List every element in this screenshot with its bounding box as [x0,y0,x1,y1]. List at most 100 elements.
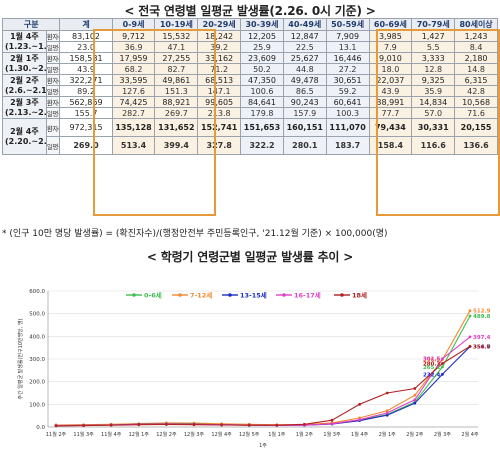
count-cell: 14,834 [411,96,456,108]
data-label: 356.0 [473,344,491,350]
series-line [55,346,471,427]
count-cell: 30,331 [411,118,456,137]
table-row-count: 2월 4주 (2.20.~2.26.)환자수972,315135,128131,… [2,118,498,155]
count-cell: 160,151 [282,118,327,137]
data-point [468,335,472,339]
rate-cell: 47.1 [154,41,199,53]
count-cell: 7,909 [325,30,370,42]
y-tick-label: 200.0 [29,380,45,386]
table-row-count: 1월 4주 (1.23.~1.29.)환자수83,1029,71215,5321… [2,30,498,53]
count-cell: 33,162 [197,52,242,64]
count-cell: 49,478 [282,74,327,86]
legend-label: 13-15세 [240,291,267,300]
count-cell: 15,532 [154,30,199,42]
data-point [220,423,224,427]
count-cell: 88,921 [154,96,199,108]
legend-marker [228,293,232,297]
count-cell: 3,333 [411,52,456,64]
period-cell: 1월 4주 (1.23.~1.29.) [2,30,47,53]
x-tick-label: 2월 4주 [461,431,479,438]
data-point [330,422,334,426]
header-cell: 80세이상 [454,18,498,31]
data-point [385,391,389,395]
y-tick-label: 100.0 [29,402,45,408]
header-cell: 20-29세 [197,18,242,31]
y-axis-label: 주간 일평균 발생률(인구10만명당, 명) [17,318,24,399]
table-row-count: 2월 3주 (2.13.~2.19.)환자수562,86974,42588,92… [2,96,498,119]
count-cell: 68,513 [197,74,242,86]
rate-cell: 25.9 [240,41,284,53]
data-point [468,314,472,318]
rate-cell: 280.1 [282,136,327,155]
count-cell: 10,568 [454,96,498,108]
rate-cell: 44.8 [282,63,327,75]
rate-cell: 269.7 [154,107,199,119]
rate-cell: 269.0 [59,136,113,155]
data-label: 232.4 [423,372,441,378]
data-label: 265.2 [423,365,441,371]
data-point [358,402,361,406]
x-tick-label: 2월 3주 [434,431,452,438]
count-cell: 30,651 [325,74,370,86]
count-cell: 9,712 [111,30,156,42]
count-cell: 562,869 [59,96,113,108]
rate-cell: 183.7 [325,136,370,155]
header-cell: 계 [59,18,113,31]
legend-marker [340,293,344,297]
rate-cell: 77.7 [368,107,413,119]
legend-label: 0-6세 [144,291,162,300]
data-point [109,423,113,427]
legend-label: 16-17세 [294,291,321,300]
count-cell: 135,128 [111,118,156,137]
rate-cell: 36.9 [111,41,156,53]
y-tick-label: 400.0 [29,334,45,340]
count-cell: 12,205 [240,30,284,42]
header-cell: 0-9세 [111,18,156,31]
rate-cell: 68.2 [111,63,156,75]
count-cell: 9,325 [411,74,456,86]
count-cell: 47,350 [240,74,284,86]
count-cell: 158,581 [59,52,113,64]
x-tick-label: 2월 1주 [379,431,397,438]
count-cell: 322,271 [59,74,113,86]
rate-cell: 71.2 [197,63,242,75]
data-point [303,422,306,426]
series-line [55,315,471,426]
data-point [413,398,417,402]
legend-marker [132,293,136,297]
data-label: 280.3 [423,361,441,367]
data-point [385,411,389,415]
rate-cell: 136.6 [454,136,498,155]
legend-marker [178,293,182,297]
rate-cell: 43.9 [59,63,113,75]
y-tick-label: 300.0 [29,357,45,363]
x-tick-label: 1월 1주 [268,431,286,438]
period-cell: 2월 3주 (2.13.~2.19.) [2,96,47,119]
series-line [55,345,471,427]
data-point [413,393,417,397]
rate-cell: 8.4 [454,41,498,53]
count-cell: 18,242 [197,30,242,42]
rate-cell: 100.3 [325,107,370,119]
table-row-count: 2월 2주 (2.6.~2.12.)환자수322,27133,59549,861… [2,74,498,97]
footnote: * (인구 10만 명당 발생률) = (확진자수)/(행정안전부 주민등록인구… [2,229,388,239]
data-label: 354.7 [473,345,491,351]
data-point [82,424,85,428]
count-cell: 1,243 [454,30,498,42]
x-tick-label: 12월 5주 [239,431,260,438]
table-row-rate: 일평균발생률23.036.947.139.225.922.513.17.95.5… [3,41,498,53]
data-point [275,423,279,427]
header-cell: 40-49세 [282,18,327,31]
period-cell: 2월 2주 (2.6.~2.12.) [2,74,47,97]
data-label: 489.8 [473,314,491,320]
data-point [165,423,168,426]
rate-cell: 14.8 [454,63,498,75]
table-row-rate: 일평균발생률43.968.282.771.250.244.827.218.012… [3,63,498,75]
data-point [468,344,472,348]
count-cell: 6,315 [454,74,498,86]
count-cell: 20,155 [454,118,498,137]
